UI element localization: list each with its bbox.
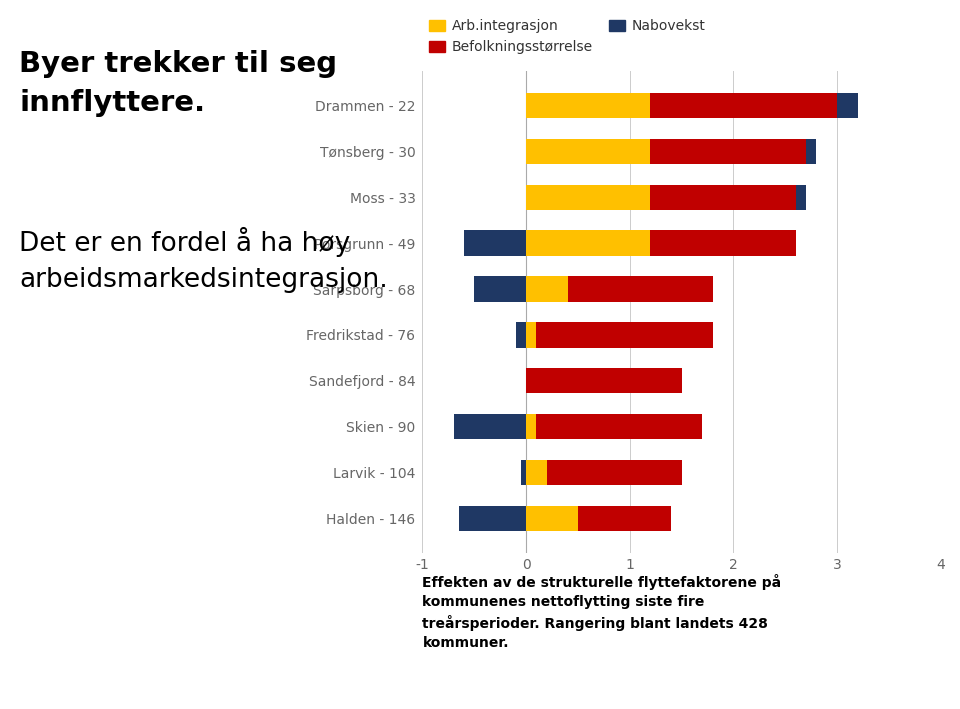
Bar: [526, 368, 682, 393]
Bar: [526, 93, 651, 118]
Bar: [526, 414, 537, 440]
Bar: [453, 414, 526, 440]
Bar: [464, 230, 526, 256]
Bar: [526, 506, 578, 531]
Bar: [526, 230, 651, 256]
Text: Det er en fordel å ha høy
arbeidsmarkedsintegrasjon.: Det er en fordel å ha høy arbeidsmarkeds…: [19, 227, 388, 293]
Bar: [526, 184, 651, 210]
Bar: [459, 506, 526, 531]
Bar: [537, 414, 703, 440]
Bar: [526, 139, 651, 164]
Bar: [578, 506, 671, 531]
Bar: [526, 277, 567, 301]
Text: Effekten av de strukturelle flyttefaktorene på
kommunenes nettoflytting siste fi: Effekten av de strukturelle flyttefaktor…: [422, 574, 781, 650]
Bar: [547, 460, 682, 485]
Bar: [516, 323, 526, 347]
Bar: [521, 460, 526, 485]
Bar: [474, 277, 526, 301]
Bar: [651, 184, 796, 210]
Bar: [651, 139, 806, 164]
Bar: [567, 277, 712, 301]
Bar: [796, 184, 806, 210]
Bar: [837, 93, 858, 118]
Text: Byer trekker til seg
innflyttere.: Byer trekker til seg innflyttere.: [19, 50, 337, 116]
Bar: [806, 139, 816, 164]
Legend: Arb.integrasjon, Befolkningsstørrelse, Nabovekst: Arb.integrasjon, Befolkningsstørrelse, N…: [429, 19, 706, 55]
Bar: [651, 93, 837, 118]
Bar: [526, 323, 537, 347]
Bar: [526, 460, 547, 485]
Bar: [537, 323, 712, 347]
Bar: [651, 230, 796, 256]
